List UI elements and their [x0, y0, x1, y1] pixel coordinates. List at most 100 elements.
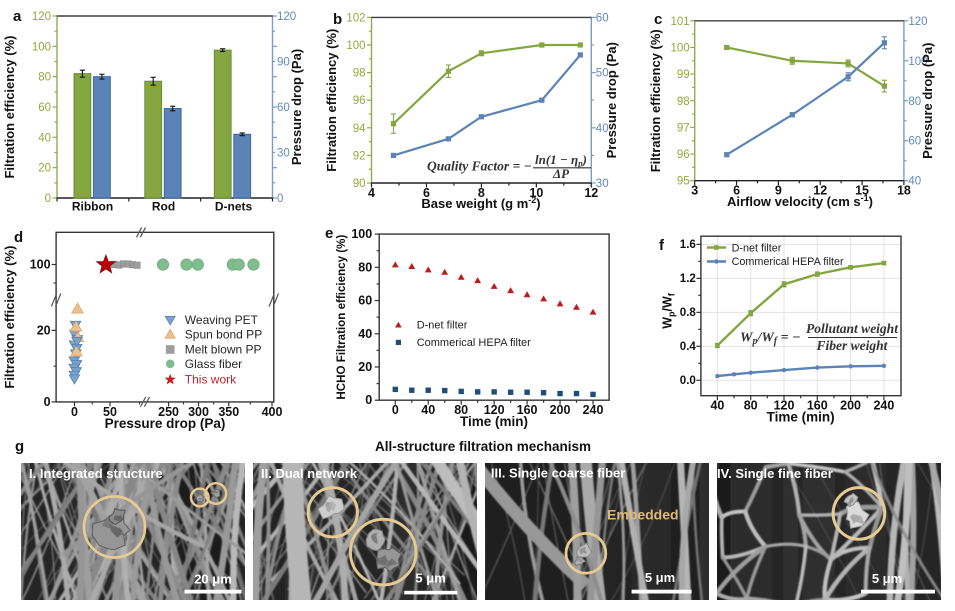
svg-text:Embedded: Embedded	[607, 506, 679, 522]
svg-text:0.4: 0.4	[680, 340, 697, 353]
svg-text:Weaving PET: Weaving PET	[185, 313, 259, 327]
svg-text:20: 20	[37, 323, 51, 337]
svg-text:Pollutant weight: Pollutant weight	[806, 321, 899, 336]
svg-text:97: 97	[677, 122, 690, 134]
svg-text:240: 240	[873, 399, 894, 413]
svg-text:12: 12	[813, 184, 827, 198]
svg-text:5 μm: 5 μm	[645, 570, 675, 585]
svg-text:Melt blown PP: Melt blown PP	[185, 343, 262, 357]
svg-text:0: 0	[277, 193, 283, 205]
svg-text:0.0: 0.0	[680, 374, 696, 387]
svg-text:40: 40	[358, 327, 372, 341]
svg-text:Quality Factor = −: Quality Factor = −	[427, 159, 532, 174]
svg-text:50: 50	[596, 68, 609, 80]
svg-text:Base weight (g m-2): Base weight (g m-2)	[421, 195, 540, 211]
svg-text:e: e	[325, 225, 333, 242]
svg-text:Fiber weight: Fiber weight	[816, 338, 889, 353]
svg-text:II. Dual network: II. Dual network	[261, 466, 358, 481]
svg-text:Pressure drop (Pa): Pressure drop (Pa)	[105, 416, 226, 431]
svg-text:HCHO Filtration efficiency (%): HCHO Filtration efficiency (%)	[335, 235, 348, 400]
svg-text:0: 0	[45, 193, 51, 205]
svg-text:Filtration efficiency (%): Filtration efficiency (%)	[2, 35, 17, 178]
svg-text:0.8: 0.8	[680, 306, 697, 319]
svg-text:D-net filter: D-net filter	[417, 319, 468, 331]
svg-text:30: 30	[277, 148, 290, 160]
svg-text:f: f	[659, 237, 665, 254]
svg-text:100: 100	[351, 227, 372, 241]
svg-text:Filtration efficiency (%): Filtration efficiency (%)	[2, 246, 17, 389]
svg-text:9: 9	[775, 184, 782, 198]
svg-text:20: 20	[358, 360, 372, 374]
svg-text:5 μm: 5 μm	[872, 571, 902, 586]
svg-text:102: 102	[346, 12, 365, 24]
svg-text:b: b	[333, 11, 342, 28]
svg-text:0: 0	[365, 393, 372, 407]
svg-text:92: 92	[353, 150, 366, 162]
svg-text:98: 98	[677, 96, 690, 108]
svg-text:IV. Single fine fiber: IV. Single fine fiber	[717, 466, 833, 481]
svg-text:250: 250	[158, 405, 179, 419]
svg-text:Time (min): Time (min)	[767, 410, 835, 425]
svg-text:Wp/Wf: Wp/Wf	[661, 292, 677, 329]
svg-text:80: 80	[744, 399, 758, 413]
svg-text:90: 90	[277, 57, 290, 69]
svg-text:240: 240	[583, 403, 604, 417]
svg-text:20 μm: 20 μm	[194, 572, 232, 587]
svg-text:Commerical HEPA filter: Commerical HEPA filter	[417, 337, 531, 349]
svg-text:80: 80	[908, 96, 921, 108]
svg-text:60: 60	[908, 136, 921, 148]
svg-text:60: 60	[277, 102, 290, 114]
svg-text:Wp/Wf = −: Wp/Wf = −	[740, 331, 801, 348]
svg-text:40: 40	[38, 132, 51, 144]
svg-text:100: 100	[32, 41, 51, 53]
svg-text:100: 100	[30, 258, 51, 272]
svg-text:Filtration efficiency (%): Filtration efficiency (%)	[324, 29, 339, 172]
svg-text:Ribbon: Ribbon	[72, 200, 113, 214]
svg-text:60: 60	[358, 294, 372, 308]
svg-text:120: 120	[277, 11, 296, 23]
svg-text:100: 100	[346, 40, 365, 52]
svg-text:200: 200	[840, 399, 861, 413]
svg-text:6: 6	[423, 186, 430, 200]
svg-text:Pressure drop (Pa): Pressure drop (Pa)	[604, 42, 619, 158]
svg-text:98: 98	[353, 68, 366, 80]
svg-text:0: 0	[44, 395, 51, 409]
svg-text:a: a	[13, 8, 22, 25]
svg-text:18: 18	[897, 184, 911, 198]
svg-text:80: 80	[454, 403, 468, 417]
svg-text:100: 100	[671, 42, 690, 54]
svg-text:10: 10	[529, 186, 543, 200]
svg-text:Pressure drop (Pa): Pressure drop (Pa)	[289, 49, 304, 165]
svg-text:Filtration efficiency (%): Filtration efficiency (%)	[648, 29, 663, 172]
svg-text:50: 50	[103, 405, 117, 419]
svg-text:4: 4	[368, 186, 375, 200]
svg-text:Time (min): Time (min)	[460, 414, 528, 429]
svg-text:8: 8	[478, 186, 485, 200]
svg-text:3: 3	[691, 184, 698, 198]
svg-text:120: 120	[774, 399, 795, 413]
svg-text:80: 80	[38, 72, 51, 84]
svg-text:Rod: Rod	[152, 200, 175, 214]
svg-text:90: 90	[353, 178, 366, 190]
svg-text:400: 400	[262, 405, 283, 419]
svg-text:30: 30	[596, 178, 609, 190]
svg-text:100: 100	[908, 56, 927, 68]
svg-text:120: 120	[484, 403, 505, 417]
svg-text:200: 200	[550, 403, 571, 417]
svg-text:I. Integrated structure: I. Integrated structure	[29, 466, 163, 481]
svg-text:All-structure filtration mecha: All-structure filtration mechanism	[375, 439, 591, 454]
svg-text:101: 101	[671, 16, 690, 28]
svg-text:96: 96	[353, 95, 366, 107]
svg-text:Glass fiber: Glass fiber	[185, 357, 242, 371]
svg-text:Commerical HEPA filter: Commerical HEPA filter	[732, 256, 844, 268]
svg-text:120: 120	[908, 16, 927, 28]
svg-text:1.2: 1.2	[680, 272, 696, 285]
svg-text:5 μm: 5 μm	[415, 571, 445, 586]
svg-text:ln(1 − ηp): ln(1 − ηp)	[535, 152, 587, 169]
svg-text:99: 99	[677, 69, 690, 81]
svg-text:III. Single coarse fiber: III. Single coarse fiber	[491, 466, 625, 481]
svg-text:96: 96	[677, 149, 690, 161]
svg-text:1.6: 1.6	[680, 238, 697, 251]
svg-text:160: 160	[807, 399, 828, 413]
svg-text:60: 60	[596, 12, 609, 24]
